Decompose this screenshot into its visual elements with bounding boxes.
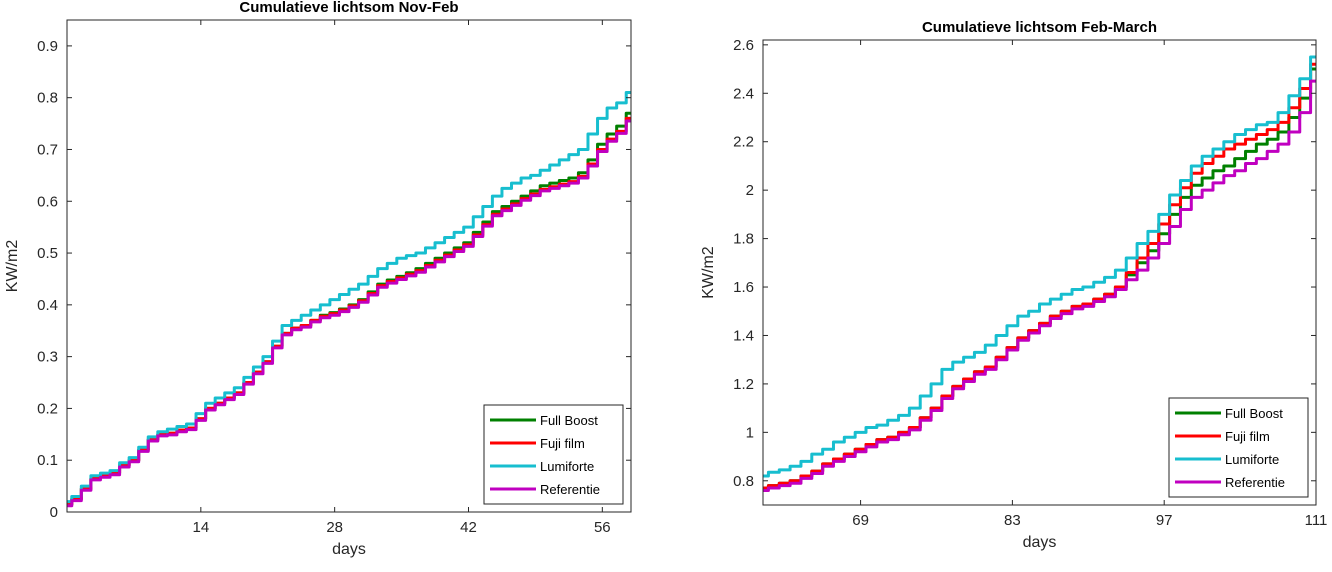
series-line-3 [67, 91, 631, 504]
legend-item-label: Fuji film [1225, 429, 1270, 444]
x-tick-label: 28 [326, 519, 343, 536]
y-tick-label: 1.6 [733, 279, 754, 296]
y-tick-label: 0.8 [37, 90, 58, 107]
series-line-4 [763, 79, 1316, 492]
y-tick-label: 0.6 [37, 193, 58, 210]
y-tick-label: 2.6 [733, 37, 754, 54]
series-line-3 [763, 55, 1316, 478]
y-tick-label: 2.2 [733, 134, 754, 151]
axes-box [762, 39, 1317, 506]
y-tick-label: 0.1 [37, 452, 58, 469]
x-tick-label: 97 [1156, 512, 1173, 529]
y-tick-label: 1.4 [733, 327, 754, 344]
y-tick-label: 2.4 [733, 85, 754, 102]
x-tick-label: 56 [594, 519, 611, 536]
y-tick-label: 0.4 [37, 297, 58, 314]
legend: Full Boost Fuji film Lumiforte Referentie [1168, 397, 1309, 498]
y-tick-label: 2 [746, 182, 754, 199]
x-axis-label: days [332, 541, 366, 558]
chart-title: Cumulatieve lichtsom Nov-Feb [239, 0, 458, 16]
x-tick-label: 42 [460, 519, 477, 536]
legend-item-label: Lumiforte [1225, 452, 1279, 467]
legend-item-label: Referentie [1225, 475, 1285, 490]
legend-item-label: Referentie [540, 482, 600, 497]
legend: Full Boost Fuji film Lumiforte Referentie [483, 404, 624, 505]
x-tick-label: 111 [1305, 512, 1328, 529]
x-axis-label: days [1023, 534, 1057, 551]
y-tick-label: 0.7 [37, 141, 58, 158]
series-line-4 [67, 119, 631, 508]
legend-item-label: Full Boost [1225, 406, 1283, 421]
legend-item-label: Full Boost [540, 413, 598, 428]
y-tick-label: 0.2 [37, 400, 58, 417]
y-axis-label: KW/m2 [700, 246, 717, 299]
x-tick-label: 69 [852, 512, 869, 529]
y-tick-label: 0.3 [37, 349, 58, 366]
x-tick-label: 14 [192, 519, 209, 536]
chart-title: Cumulatieve lichtsom Feb-March [922, 19, 1157, 36]
y-tick-label: 0.5 [37, 245, 58, 262]
y-tick-label: 0.8 [733, 473, 754, 490]
y-tick-label: 1 [746, 424, 754, 441]
chart-2: 0.8 1 1.2 1.4 1.6 1.8 2 2.2 2.4 2.6 69 83 97 111 Cumul… [700, 19, 1327, 551]
axes-box [66, 19, 632, 513]
x-tick-label: 83 [1004, 512, 1021, 529]
y-tick-label: 0 [50, 504, 58, 521]
y-tick-label: 0.9 [37, 38, 58, 55]
y-tick-label: 1.8 [733, 231, 754, 248]
chart-1: 0 0.1 0.2 0.3 0.4 0.5 0.6 0.7 0.8 0.9 14 28 42 56 Cumu… [4, 0, 632, 558]
legend-item-label: Lumiforte [540, 459, 594, 474]
y-axis-label: KW/m2 [4, 240, 21, 293]
y-tick-label: 1.2 [733, 376, 754, 393]
legend-item-label: Fuji film [540, 436, 585, 451]
